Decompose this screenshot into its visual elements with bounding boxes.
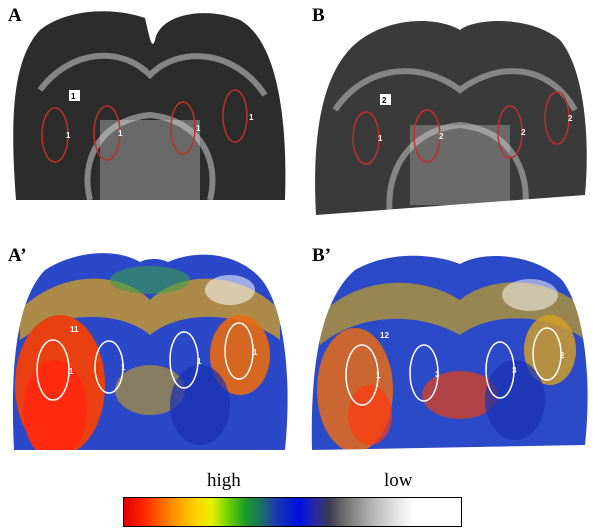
roi-label: 1 bbox=[118, 129, 123, 138]
brain-section-a-prime: 11 1 1 1 1 bbox=[12, 253, 288, 450]
roi-ellipse bbox=[36, 339, 70, 401]
roi-label: 2 bbox=[521, 128, 526, 137]
roi-label: 12 bbox=[380, 331, 389, 340]
roi-group-a bbox=[41, 89, 248, 163]
roi-label: 2 bbox=[439, 132, 444, 141]
roi-label: 1 bbox=[71, 92, 76, 101]
roi-label: 1 bbox=[378, 134, 383, 143]
roi-group-b bbox=[352, 91, 570, 165]
roi-label: 1 bbox=[249, 113, 254, 122]
roi-ellipse bbox=[345, 344, 379, 406]
legend-high-label: high bbox=[207, 470, 241, 491]
roi-label: 3 bbox=[435, 370, 440, 379]
roi-ellipse bbox=[497, 105, 523, 159]
brain-section-b-prime: 12 1 3 3 2 bbox=[311, 255, 588, 451]
color-scale-bar bbox=[123, 497, 462, 527]
roi-ellipse bbox=[41, 107, 69, 163]
panel-label-b: B bbox=[312, 5, 325, 26]
roi-ellipse bbox=[413, 109, 441, 163]
roi-label: 1 bbox=[376, 371, 381, 380]
roi-ellipse bbox=[409, 344, 439, 402]
roi-label: 1 bbox=[69, 367, 74, 376]
roi-label: 1 bbox=[121, 363, 126, 372]
brain-section-b: 2 1 2 2 2 bbox=[315, 20, 587, 216]
roi-ellipse bbox=[222, 89, 248, 143]
panel-label-b-prime: B’ bbox=[312, 245, 331, 266]
roi-group-b-prime bbox=[345, 327, 562, 406]
roi-label: 11 bbox=[70, 325, 79, 334]
roi-label: 2 bbox=[560, 351, 565, 360]
brain-section-a: 1 1 1 1 1 bbox=[13, 11, 286, 200]
roi-ellipse bbox=[94, 340, 124, 394]
roi-label: 1 bbox=[196, 124, 201, 133]
roi-group-a-prime bbox=[36, 322, 254, 401]
roi-ellipse bbox=[170, 101, 196, 155]
roi-ellipse bbox=[532, 327, 562, 381]
legend-low-label: low bbox=[384, 470, 413, 491]
roi-ellipse bbox=[352, 111, 380, 165]
panel-label-a: A bbox=[8, 5, 22, 26]
roi-ellipse bbox=[485, 341, 515, 399]
roi-label: 1 bbox=[197, 357, 202, 366]
roi-ellipse bbox=[544, 91, 570, 145]
roi-ellipse bbox=[93, 105, 121, 161]
roi-label: 2 bbox=[568, 114, 573, 123]
roi-ellipse bbox=[169, 331, 199, 389]
roi-label: 1 bbox=[253, 348, 258, 357]
roi-label: 2 bbox=[382, 96, 387, 105]
roi-ellipse bbox=[224, 322, 254, 380]
roi-label: 3 bbox=[512, 366, 517, 375]
panel-label-a-prime: A’ bbox=[8, 245, 27, 266]
roi-label: 1 bbox=[66, 131, 71, 140]
